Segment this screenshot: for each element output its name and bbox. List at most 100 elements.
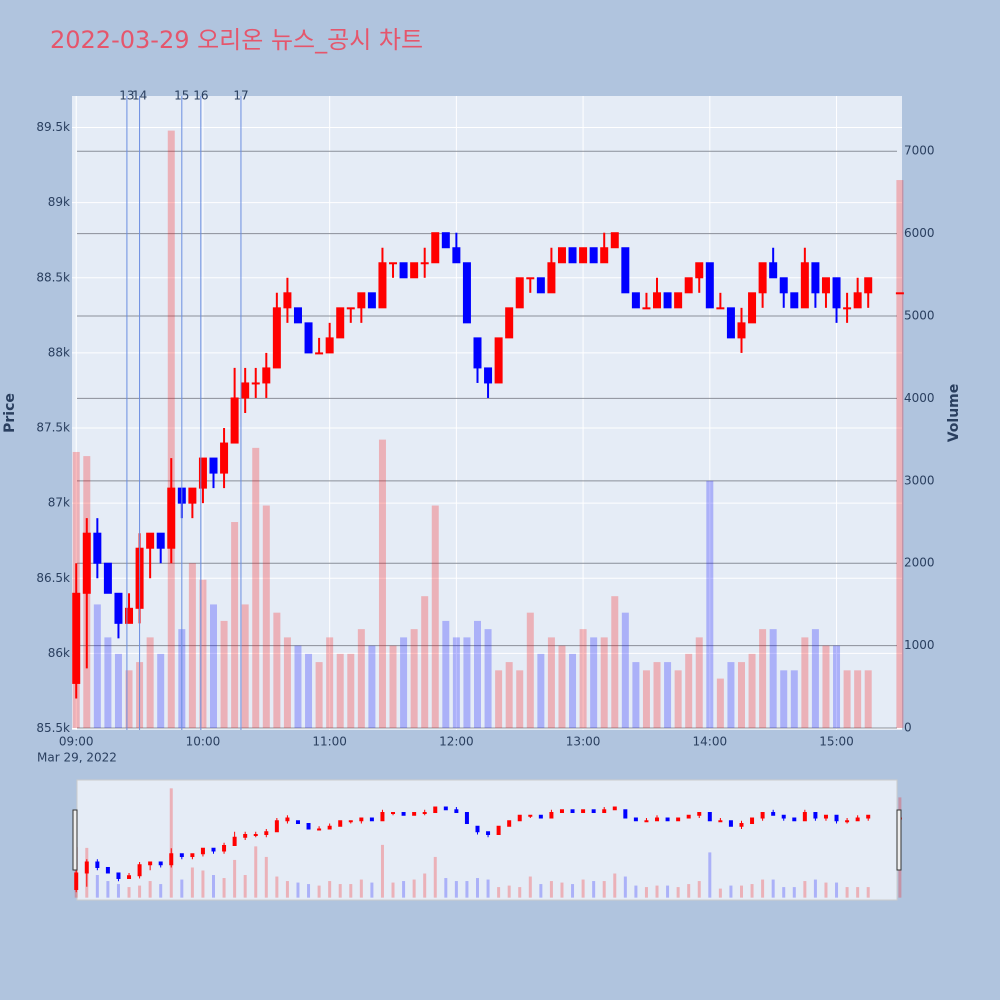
slider-candle-body [792,817,797,822]
slider-volume-bar [507,885,511,898]
news-marker-label: 16 [193,89,208,103]
slider-volume-bar [138,885,142,898]
slider-volume-bar [148,881,152,898]
candle-body [853,292,862,309]
slider-volume-bar [391,882,395,898]
slider-candle-body [317,828,322,831]
slider-candle-body [760,812,765,819]
slider-volume-bar [116,884,120,898]
volume-bar [326,637,334,729]
range-slider[interactable] [76,779,898,901]
volume-bar [727,662,735,729]
slider-candle-body [454,809,459,814]
candle-body [251,382,260,385]
volume-bar [378,439,386,729]
slider-candle-body [338,820,343,827]
candle-body [462,262,471,324]
slider-volume-bar [180,879,184,898]
news-marker-label: 17 [233,89,248,103]
candle-body [726,307,735,339]
slider-volume-bar [518,887,522,898]
candle-body [293,307,302,324]
chart-title: 2022-03-29 오리온 뉴스_공시 차트 [50,26,423,54]
volume-bar [780,670,788,729]
slider-candle-body [158,861,163,866]
slider-candle-body [750,817,755,825]
candle-body [336,307,345,339]
candle-body [505,307,514,339]
volume-bar [653,662,661,729]
y2-tick-label: 0 [904,721,912,735]
volume-bar [410,629,418,729]
y-tick-label: 86k [48,646,70,660]
candle-body [72,592,81,684]
x-tick-label: 10:00 [186,735,221,749]
slider-volume-bar [233,859,237,898]
candle-body [832,277,841,309]
candle-body [399,262,408,279]
volume-bar [505,662,513,729]
slider-volume-bar [845,887,849,898]
slider-candle-body [655,817,660,822]
candle-body [441,232,450,249]
volume-bar [801,637,809,729]
slider-candle-body [116,872,121,879]
range-handle-left[interactable] [72,809,78,871]
slider-volume-bar [317,885,321,898]
candle-body [557,247,566,264]
slider-volume-bar [792,887,796,898]
slider-candle-body [644,820,649,823]
volume-bar [674,670,682,729]
candle-body [705,262,714,309]
volume-bar [146,637,154,729]
slider-volume-bar [444,878,448,898]
slider-candle-body [718,820,723,823]
slider-volume-bar [285,881,289,898]
volume-bar [706,480,714,729]
slider-candle-body [253,834,258,837]
slider-candle-body [496,825,501,836]
candle-body [737,322,746,339]
slider-volume-bar [465,881,469,898]
slider-candle-body [306,823,311,830]
y2-tick-label: 3000 [904,473,935,487]
y2-tick-label: 5000 [904,309,935,323]
candle-body [272,307,281,369]
slider-candle-body [380,812,385,822]
slider-candle-body [401,812,406,816]
candle-body [125,607,134,624]
y-tick-label: 89k [48,195,70,209]
volume-bar [621,612,629,729]
range-handle-right[interactable] [896,809,902,871]
slider-volume-bar [750,884,754,898]
candle-body [610,232,619,249]
volume-bar [685,653,693,729]
volume-bar [664,662,672,729]
slider-volume-bar [328,881,332,898]
volume-bar [104,637,112,729]
slider-volume-bar [212,875,216,898]
candle-body [674,292,683,309]
slider-candle-body [676,817,681,822]
candle-body [93,532,102,564]
candle-body [589,247,598,264]
candle-body [431,232,440,264]
slider-volume-bar [497,887,501,898]
slider-candle-body [105,866,110,874]
slider-volume-bar [169,788,173,898]
slider-volume-bar [644,887,648,898]
slider-volume-bar [359,879,363,898]
volume-bar [822,645,830,729]
slider-candle-body [507,820,512,827]
volume-bar [431,505,439,729]
slider-candle-body [211,847,216,852]
volume-bar [347,653,355,729]
slider-volume-bar [613,873,617,898]
slider-candle-body [707,812,712,822]
volume-bar [125,670,133,729]
candle-body [547,262,556,294]
slider-volume-bar [687,884,691,898]
slider-candle-body [137,864,142,877]
volume-bar [93,604,101,729]
